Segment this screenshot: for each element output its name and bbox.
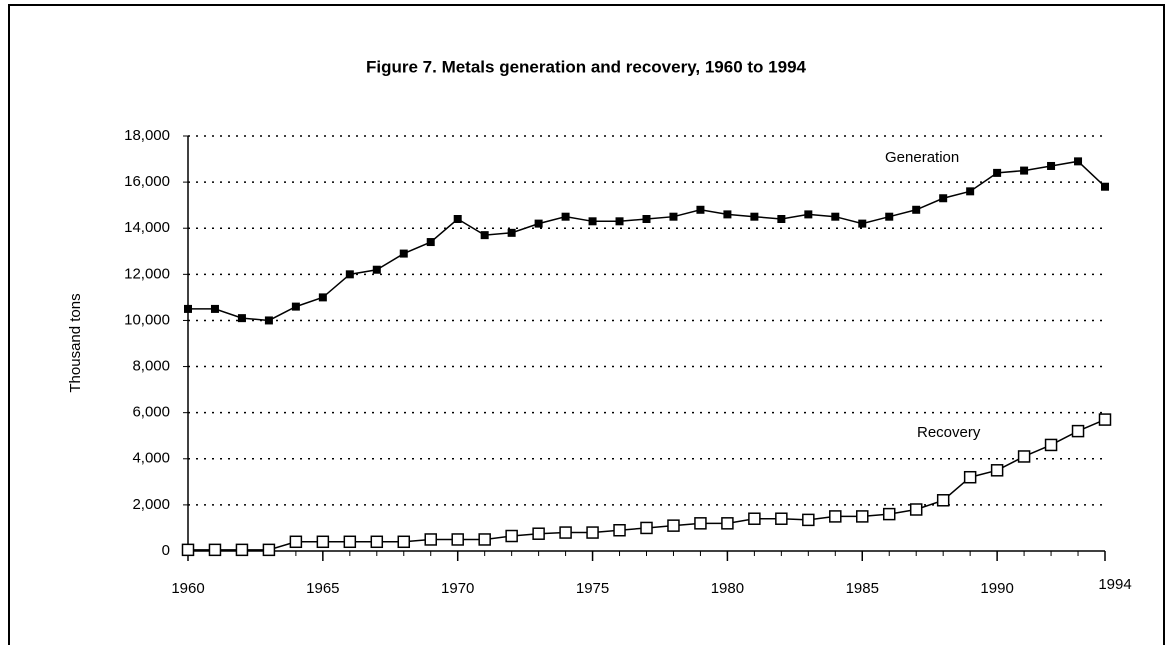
data-point bbox=[235, 543, 249, 557]
data-point bbox=[478, 533, 491, 546]
data-point bbox=[640, 521, 653, 535]
data-point bbox=[667, 519, 680, 532]
data-point bbox=[990, 464, 1004, 477]
x-tick-label: 1985 bbox=[846, 580, 879, 597]
y-tick-label: 10,000 bbox=[124, 311, 170, 328]
series-label: Generation bbox=[885, 149, 959, 166]
data-point bbox=[613, 524, 626, 537]
data-point bbox=[775, 512, 788, 525]
data-point bbox=[588, 217, 597, 226]
data-point bbox=[721, 517, 734, 530]
data-point bbox=[399, 249, 408, 258]
data-point bbox=[777, 215, 786, 223]
data-point bbox=[1101, 182, 1109, 191]
data-point bbox=[939, 194, 948, 203]
data-point bbox=[534, 219, 543, 228]
data-point bbox=[424, 533, 437, 546]
data-point bbox=[1047, 161, 1056, 170]
data-point bbox=[505, 529, 518, 543]
data-point bbox=[963, 470, 977, 484]
data-point bbox=[856, 510, 869, 523]
data-point bbox=[1098, 413, 1112, 426]
data-point bbox=[291, 302, 300, 311]
x-tick-label: 1975 bbox=[576, 580, 609, 597]
data-point bbox=[370, 535, 384, 549]
y-tick-label: 12,000 bbox=[124, 265, 170, 282]
y-tick-label: 6,000 bbox=[132, 404, 170, 421]
data-point bbox=[1020, 166, 1029, 175]
data-point bbox=[289, 535, 303, 549]
data-point bbox=[936, 494, 950, 507]
data-point bbox=[1017, 450, 1031, 463]
frame bbox=[8, 4, 1165, 645]
y-tick-label: 14,000 bbox=[124, 219, 170, 236]
data-point bbox=[723, 210, 732, 219]
data-point bbox=[208, 543, 222, 557]
data-point bbox=[1071, 424, 1085, 438]
data-point bbox=[696, 205, 705, 214]
data-point bbox=[184, 304, 192, 313]
data-point bbox=[426, 238, 435, 247]
data-point bbox=[1044, 438, 1058, 452]
data-point bbox=[397, 535, 411, 549]
y-tick-label: 8,000 bbox=[132, 358, 170, 375]
data-point bbox=[966, 187, 975, 196]
chart-title: Figure 7. Metals generation and recovery… bbox=[366, 57, 807, 76]
data-point bbox=[885, 212, 894, 221]
y-tick-label: 0 bbox=[162, 542, 170, 559]
data-point bbox=[804, 210, 813, 219]
data-point bbox=[559, 526, 572, 539]
data-point bbox=[750, 212, 759, 221]
data-point bbox=[615, 217, 624, 226]
data-point bbox=[748, 512, 761, 525]
data-point bbox=[909, 503, 923, 516]
data-point bbox=[345, 270, 354, 279]
y-tick-label: 2,000 bbox=[132, 496, 170, 513]
data-point bbox=[264, 316, 273, 325]
data-point bbox=[882, 507, 896, 521]
y-tick-label: 18,000 bbox=[124, 127, 170, 144]
data-point bbox=[318, 293, 327, 302]
x-tick-label: 1980 bbox=[711, 580, 744, 597]
x-tick-label: 1960 bbox=[171, 580, 204, 597]
data-point bbox=[831, 212, 840, 221]
y-tick-label: 16,000 bbox=[124, 173, 170, 190]
data-point bbox=[586, 526, 599, 539]
x-tick-label: 1965 bbox=[306, 580, 339, 597]
data-point bbox=[669, 212, 678, 221]
data-point bbox=[453, 215, 462, 223]
data-point bbox=[829, 510, 842, 523]
data-point bbox=[451, 533, 464, 546]
data-point bbox=[561, 212, 570, 221]
data-point bbox=[507, 228, 516, 237]
data-point bbox=[181, 543, 195, 557]
data-point bbox=[480, 231, 489, 240]
x-tick-label: 1970 bbox=[441, 580, 474, 597]
data-point bbox=[694, 517, 707, 530]
data-point bbox=[532, 527, 545, 540]
x-tick-label: 1994 bbox=[1098, 576, 1131, 593]
data-point bbox=[642, 215, 651, 223]
x-tick-label: 1990 bbox=[980, 580, 1013, 597]
data-point bbox=[802, 513, 815, 527]
data-point bbox=[858, 219, 867, 228]
data-point bbox=[316, 535, 330, 549]
data-point bbox=[1074, 157, 1083, 166]
data-point bbox=[372, 265, 381, 274]
data-point bbox=[237, 314, 246, 323]
data-point bbox=[210, 304, 219, 313]
y-tick-label: 4,000 bbox=[132, 450, 170, 467]
y-axis-label: Thousand tons bbox=[67, 293, 84, 392]
data-point bbox=[262, 543, 276, 557]
data-point bbox=[993, 168, 1002, 177]
data-point bbox=[343, 535, 357, 549]
data-point bbox=[912, 205, 921, 214]
series-label: Recovery bbox=[917, 424, 981, 441]
